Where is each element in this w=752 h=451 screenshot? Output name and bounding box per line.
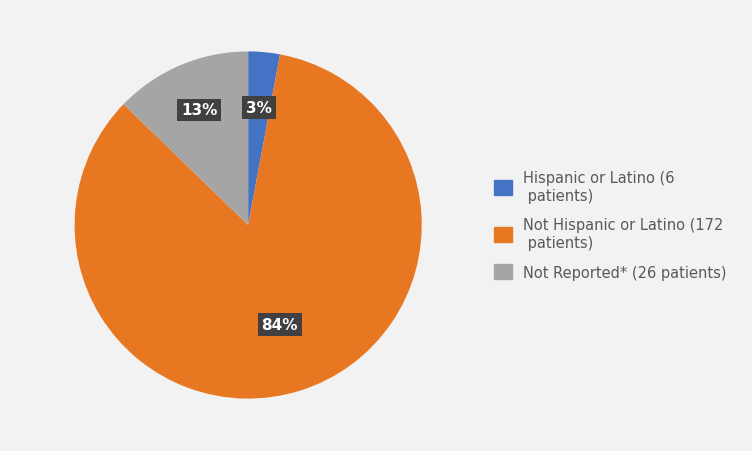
Wedge shape — [123, 52, 248, 226]
Wedge shape — [74, 55, 422, 399]
Legend: Hispanic or Latino (6
 patients), Not Hispanic or Latino (172
 patients), Not Re: Hispanic or Latino (6 patients), Not His… — [494, 171, 726, 280]
Text: 3%: 3% — [246, 101, 272, 116]
Text: 84%: 84% — [262, 317, 298, 332]
Wedge shape — [248, 52, 280, 226]
Text: 13%: 13% — [181, 103, 217, 118]
